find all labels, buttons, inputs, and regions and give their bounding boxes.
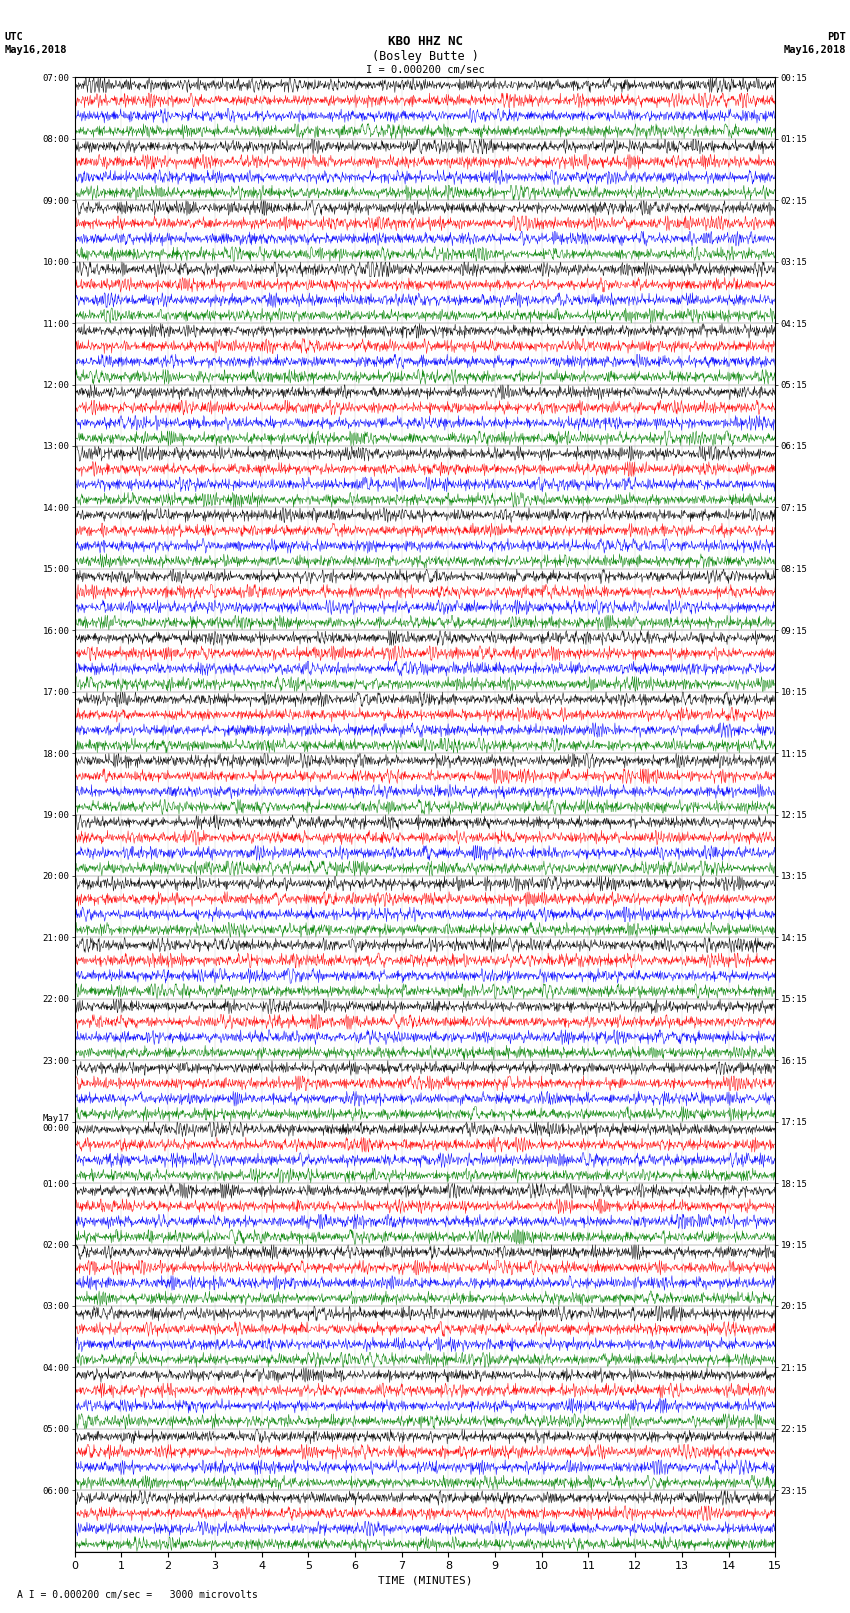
Text: May16,2018: May16,2018 [783,45,846,55]
Text: I = 0.000200 cm/sec: I = 0.000200 cm/sec [366,65,484,74]
Text: A I = 0.000200 cm/sec =   3000 microvolts: A I = 0.000200 cm/sec = 3000 microvolts [17,1590,258,1600]
Text: UTC: UTC [4,32,23,42]
Text: KBO HHZ NC: KBO HHZ NC [388,35,462,48]
Text: May16,2018: May16,2018 [4,45,67,55]
Text: (Bosley Butte ): (Bosley Butte ) [371,50,479,63]
X-axis label: TIME (MINUTES): TIME (MINUTES) [377,1576,473,1586]
Text: PDT: PDT [827,32,846,42]
